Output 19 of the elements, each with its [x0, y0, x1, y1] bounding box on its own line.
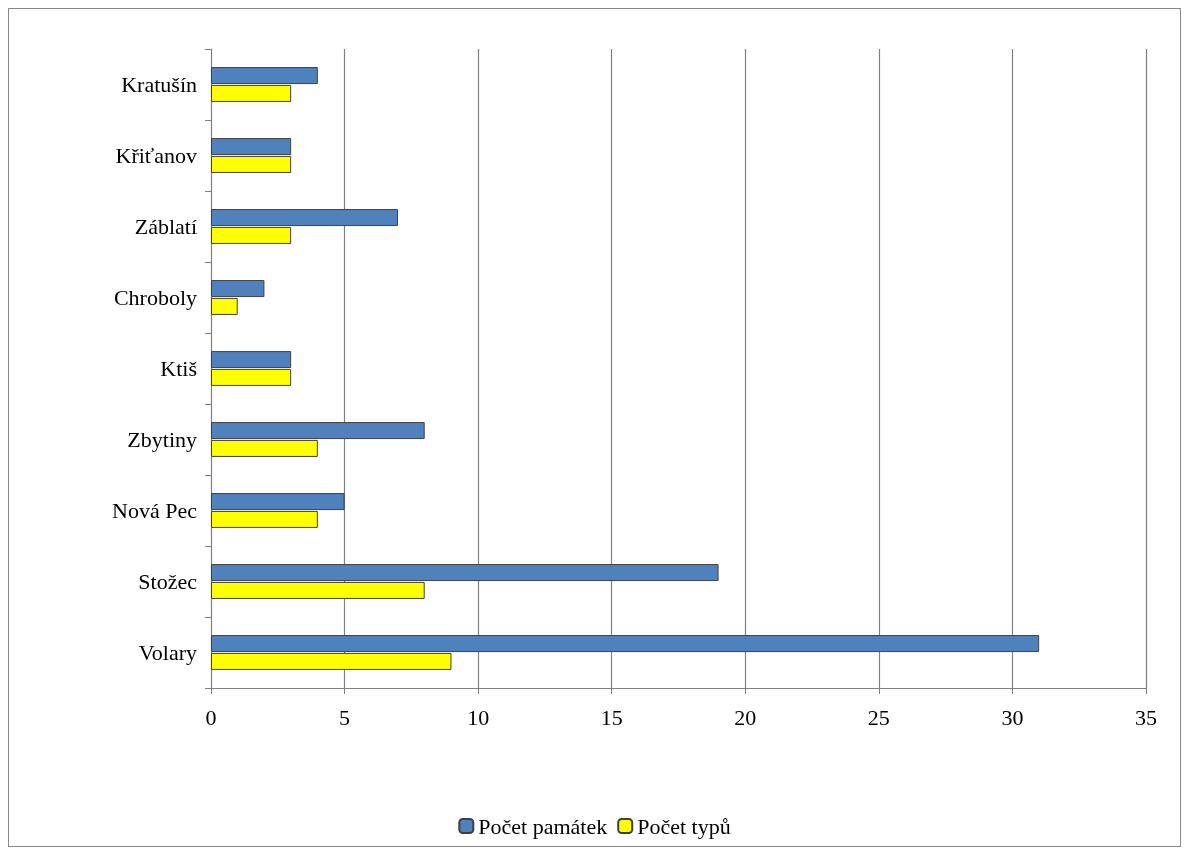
legend-label: Počet památek [478, 813, 608, 839]
x-tick-label: 10 [467, 704, 490, 730]
y-tick-label: Kratušín [121, 72, 197, 97]
x-tick-label: 0 [205, 704, 217, 730]
y-tick-label: Ktiš [160, 356, 197, 381]
y-tick-label: Zbytiny [127, 427, 197, 452]
x-tick-label: 30 [1001, 704, 1024, 730]
y-tick-label: Volary [138, 640, 197, 665]
y-tick-label: Křiťanov [115, 143, 197, 168]
legend-label: Počet typů [637, 813, 731, 839]
x-tick-label: 35 [1135, 704, 1157, 730]
x-tick-label: 5 [339, 704, 351, 730]
x-tick-label: 15 [600, 704, 623, 730]
y-tick-label: Záblatí [134, 214, 197, 239]
x-tick-label: 20 [734, 704, 757, 730]
y-tick-label: Nová Pec [112, 498, 198, 523]
y-tick-label: Chroboly [113, 285, 197, 310]
y-tick-label: Stožec [138, 569, 198, 594]
x-tick-label: 25 [867, 704, 890, 730]
